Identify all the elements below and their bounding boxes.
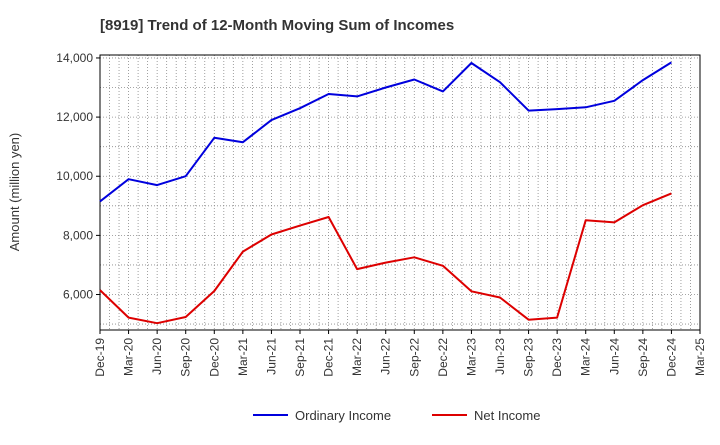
y-axis-ticks: 6,000 8,000 10,000 12,000 14,000: [56, 51, 100, 302]
x-tick-label: Jun-23: [493, 338, 507, 375]
legend-label: Ordinary Income: [295, 408, 391, 423]
line-chart: [8919] Trend of 12-Month Moving Sum of I…: [0, 0, 720, 440]
x-tick-label: Sep-22: [407, 338, 421, 377]
x-tick-label: Sep-24: [636, 338, 650, 377]
x-tick-label: Dec-21: [322, 338, 336, 377]
x-tick-label: Dec-19: [93, 338, 107, 377]
x-tick-label: Jun-24: [607, 338, 621, 375]
x-tick-label: Mar-23: [464, 338, 478, 376]
x-tick-label: Dec-22: [436, 338, 450, 377]
x-tick-label: Mar-21: [236, 338, 250, 376]
x-tick-label: Sep-21: [293, 338, 307, 377]
y-axis-label: Amount (million yen): [7, 133, 22, 252]
plot-area: [100, 55, 700, 330]
x-axis-ticks: Dec-19 Mar-20 Jun-20 Sep-20 Dec-20 Mar-21 Jun-…: [93, 330, 707, 377]
y-tick-label: 6,000: [63, 288, 93, 302]
x-tick-label: Jun-21: [264, 338, 278, 375]
x-tick-label: Dec-23: [550, 338, 564, 377]
grid: [100, 55, 700, 330]
chart-container: [8919] Trend of 12-Month Moving Sum of I…: [0, 0, 720, 440]
legend-label: Net Income: [474, 408, 540, 423]
x-tick-label: Jun-20: [150, 338, 164, 375]
ordinary-income-line: [100, 62, 671, 201]
y-tick-label: 14,000: [56, 51, 93, 65]
y-tick-label: 10,000: [56, 169, 93, 183]
x-tick-label: Mar-25: [693, 338, 707, 376]
legend: Ordinary Income Net Income: [253, 408, 540, 423]
x-tick-label: Jun-22: [379, 338, 393, 375]
x-tick-label: Mar-24: [579, 338, 593, 376]
x-tick-label: Dec-20: [207, 338, 221, 377]
x-tick-label: Sep-20: [179, 338, 193, 377]
x-tick-label: Mar-20: [122, 338, 136, 376]
chart-title: [8919] Trend of 12-Month Moving Sum of I…: [100, 17, 454, 34]
x-tick-label: Mar-22: [350, 338, 364, 376]
series-lines: [100, 62, 671, 323]
y-tick-label: 12,000: [56, 110, 93, 124]
y-tick-label: 8,000: [63, 228, 93, 242]
net-income-line: [100, 193, 671, 323]
x-tick-label: Sep-23: [522, 338, 536, 377]
x-tick-label: Dec-24: [664, 338, 678, 377]
